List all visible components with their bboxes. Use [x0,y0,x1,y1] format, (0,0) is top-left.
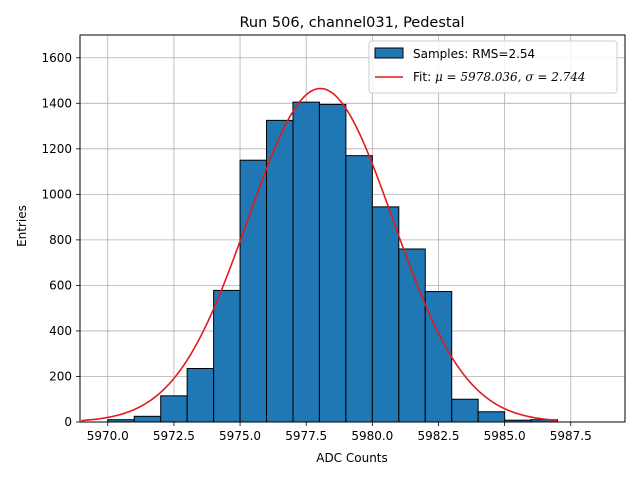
y-tick-label: 1200 [41,142,72,156]
x-tick-label: 5972.5 [153,429,195,443]
chart-title: Run 506, channel031, Pedestal [239,15,464,31]
histogram-bar [266,119,294,423]
legend-fit-sigma: σ = 2.744 [525,70,585,84]
legend-fit-label: Fit: μ = 5978.036, σ = 2.744 [413,70,586,84]
histogram-bar [318,103,347,423]
histogram-bar [292,101,320,423]
y-tick-label: 400 [49,324,72,338]
fit-curve [81,87,558,422]
y-tick-label: 200 [49,369,72,383]
histogram-bar [345,155,373,423]
histogram-bars [107,101,559,423]
y-tick-label: 1000 [41,187,72,201]
histogram-bar [213,289,241,423]
legend-box [368,40,618,94]
x-tick-label: 5975.0 [219,429,261,443]
x-tick-label: 5987.5 [550,429,592,443]
legend-histogram-swatch [374,47,404,59]
histogram-bar [133,415,162,423]
y-tick-label: 800 [49,233,72,247]
y-axis-ticks: 0 200 400 600 800 1000 1200 1400 1600 [41,51,80,429]
x-tick-label: 5982.5 [417,429,459,443]
y-axis-label: Entries [15,205,29,247]
x-tick-label: 5980.0 [351,429,393,443]
axes-frame [79,34,626,423]
histogram-bar [186,368,215,423]
x-tick-label: 5970.0 [87,429,129,443]
y-tick-label: 600 [49,278,72,292]
histogram-bar [160,395,188,423]
y-tick-label: 0 [64,415,72,429]
y-tick-label: 1600 [41,51,72,65]
histogram-bar [477,411,506,423]
histogram-bar [239,159,268,423]
x-axis-label: ADC Counts [316,451,388,465]
histogram-bar [424,291,453,423]
y-tick-label: 1400 [41,96,72,110]
x-tick-label: 5977.5 [285,429,327,443]
x-axis-ticks: 5970.0 5972.5 5975.0 5977.5 5980.0 5982.5 5985… [87,422,592,443]
legend-histogram-label: Samples: RMS=2.54 [413,47,535,61]
fit-curve-layer [81,87,558,422]
histogram-bar [398,248,426,423]
legend-fit-mu: μ = 5978.036, [435,70,525,84]
histogram-bar [371,206,400,423]
legend-fit-prefix: Fit: [413,70,435,84]
histogram-bar [451,398,479,423]
legend: Samples: RMS=2.54 Fit: μ = 5978.036, σ =… [368,40,618,94]
x-tick-label: 5985.0 [484,429,526,443]
